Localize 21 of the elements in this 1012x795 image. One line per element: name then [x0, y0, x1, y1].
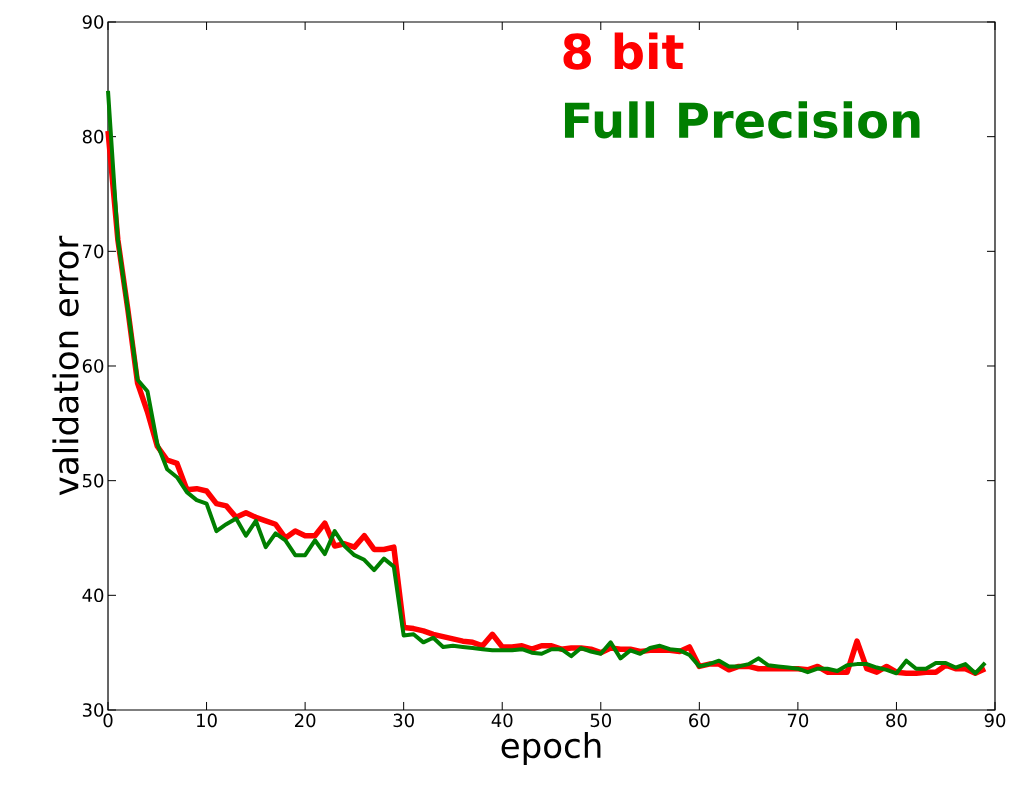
text: Full Precision: [564, 101, 920, 139]
y-tick-label: 40: [82, 588, 104, 603]
x-tick-label: 50: [590, 713, 612, 728]
x-tick-label: 90: [984, 713, 1006, 728]
x-tick-label: 30: [393, 713, 414, 728]
text: 8 bit: [563, 32, 684, 70]
y-tick-label: 50: [82, 473, 104, 488]
x-tick-label: 20: [294, 713, 316, 728]
x-tick-label: 70: [787, 713, 809, 728]
x-tick-label: 10: [197, 713, 217, 728]
y-tick-label: 60: [82, 359, 104, 373]
x-tick-label: 40: [491, 713, 513, 728]
y-tick-label: 30: [82, 703, 104, 717]
y-tick-label: 70: [83, 244, 104, 259]
y-tick-label: 90: [82, 15, 104, 29]
x-tick-label: 60: [689, 713, 710, 728]
y-tick-label: 80: [82, 129, 104, 144]
y-axis-title: validation error: [52, 235, 79, 496]
x-axis-title: epoch: [501, 732, 601, 765]
x-tick-label: 0: [103, 713, 113, 728]
x-tick-label: 80: [886, 713, 907, 728]
